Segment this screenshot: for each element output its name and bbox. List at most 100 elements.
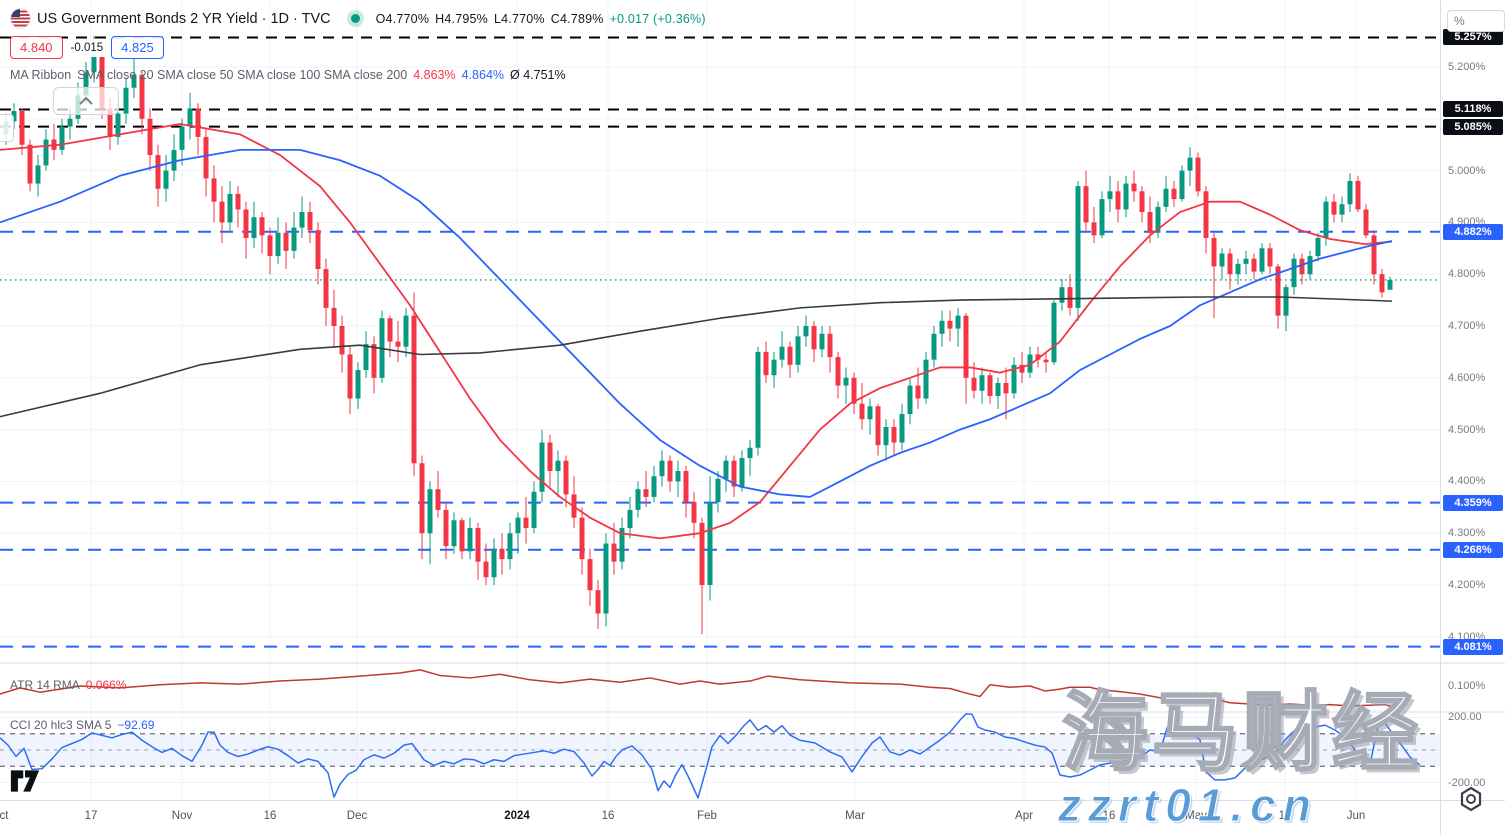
candle[interactable] [307,201,313,244]
candle[interactable] [171,134,177,181]
candle[interactable] [339,315,345,373]
candle[interactable] [1163,175,1169,213]
candle[interactable] [659,450,665,487]
candle[interactable] [595,579,601,630]
legend-collapse-button[interactable] [53,87,119,115]
candle[interactable] [315,222,321,285]
candle[interactable] [227,180,233,233]
candle[interactable] [163,155,169,202]
candle[interactable] [1179,165,1185,202]
atr-line[interactable] [0,669,1393,708]
symbol-legend[interactable]: US Government Bonds 2 YR Yield · 1D · TV… [10,8,712,29]
candle[interactable] [931,326,937,368]
candle[interactable] [723,455,729,492]
candle[interactable] [675,460,681,497]
candle[interactable] [1155,201,1161,238]
candle[interactable] [819,326,825,358]
candle[interactable] [1307,250,1313,280]
candle[interactable] [1331,193,1337,223]
candle[interactable] [875,403,881,456]
candle[interactable] [899,403,905,451]
axis-unit-button[interactable]: % [1447,10,1505,32]
buy-button[interactable]: 4.825 [111,36,164,59]
candle[interactable] [443,502,449,560]
candle[interactable] [763,341,769,383]
candle[interactable] [923,351,929,404]
candle[interactable] [51,123,57,161]
candle[interactable] [1259,243,1265,275]
candle[interactable] [587,548,593,606]
candle[interactable] [987,372,993,404]
candle[interactable] [1243,250,1249,275]
candle[interactable] [963,313,969,404]
candle[interactable] [1075,180,1081,321]
candle[interactable] [403,307,409,358]
candle[interactable] [243,201,249,259]
candle[interactable] [851,372,857,415]
cci-legend[interactable]: CCI 20 hlc3 SMA 5 −92.69 [10,718,154,732]
left-edge-widget[interactable] [0,114,14,142]
time-axis[interactable]: ct 17 Nov 16 Dec 2024 16 Feb Mar Apr 16 May 16 Jun [0,800,1505,835]
candle[interactable] [1355,175,1361,213]
candle[interactable] [1299,253,1305,285]
candle[interactable] [483,543,489,585]
candle[interactable] [531,481,537,534]
candle[interactable] [1107,175,1113,213]
candle[interactable] [619,517,625,570]
candle[interactable] [1387,276,1393,290]
candle[interactable] [835,351,841,399]
candle[interactable] [475,522,481,580]
candle[interactable] [683,465,689,518]
candle[interactable] [867,398,873,435]
candle[interactable] [699,517,705,635]
candle[interactable] [731,455,737,497]
candle[interactable] [219,186,225,244]
candle[interactable] [715,471,721,513]
candle[interactable] [571,476,577,529]
sma-20-line[interactable] [0,123,1393,540]
candle[interactable] [995,377,1001,409]
candle[interactable] [811,320,817,363]
candle[interactable] [331,289,337,347]
sma-200-line[interactable] [0,296,1393,418]
market-status-icon[interactable] [350,14,360,23]
candle[interactable] [435,471,441,518]
candle[interactable] [1123,175,1129,218]
candle[interactable] [1115,180,1121,223]
candle[interactable] [779,331,785,368]
candle[interactable] [603,533,609,627]
gear-icon[interactable] [1458,786,1484,817]
candle[interactable] [491,538,497,585]
tradingview-logo[interactable] [10,768,40,799]
price-level-chip[interactable]: 4.359% [1443,494,1503,511]
candle[interactable] [459,517,465,560]
candle[interactable] [499,533,505,575]
sell-button[interactable]: 4.840 [10,36,63,59]
candle[interactable] [803,315,809,347]
candle[interactable] [667,455,673,492]
candle[interactable] [739,450,745,492]
candle[interactable] [635,481,641,518]
candle[interactable] [395,320,401,363]
candle[interactable] [843,367,849,404]
candle[interactable] [979,367,985,404]
price-level-chip[interactable]: 5.257% [1443,29,1503,46]
price-level-chip[interactable]: 5.118% [1443,101,1503,118]
candle[interactable] [1267,243,1273,275]
candle[interactable] [1011,357,1017,399]
candle[interactable] [1083,170,1089,233]
cci-line[interactable] [0,713,1421,799]
candle[interactable] [1291,253,1297,295]
candle[interactable] [1067,274,1073,316]
candle[interactable] [907,377,913,425]
candle[interactable] [179,118,185,166]
candle[interactable] [147,108,153,171]
candle[interactable] [707,476,713,601]
candle[interactable] [347,346,353,415]
candle[interactable] [203,129,209,197]
symbol-title[interactable]: US Government Bonds 2 YR Yield · 1D · TV… [37,10,331,27]
candle[interactable] [1251,253,1257,280]
candle[interactable] [1371,230,1377,285]
candle[interactable] [827,326,833,373]
candle[interactable] [1195,152,1201,197]
